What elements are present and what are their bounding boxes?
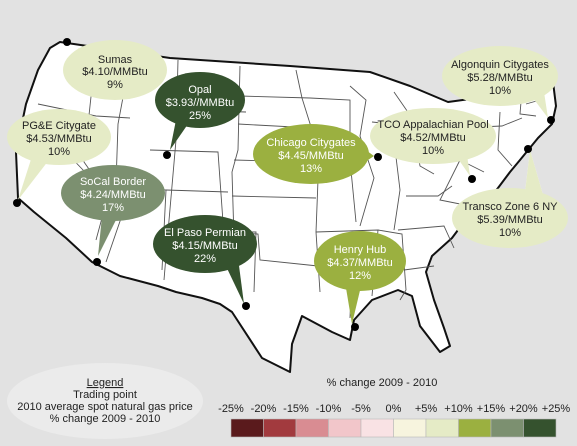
callout-henry: Henry Hub $4.37/MMBtu 12%: [314, 231, 406, 291]
callout-pge-name: PG&E Citygate: [22, 120, 96, 132]
callout-algonquin-price: $5.28/MMBtu: [467, 72, 532, 84]
callout-sumas-change: 9%: [107, 79, 123, 91]
callout-socal-change: 17%: [102, 202, 124, 214]
color-scale-swatch: [328, 418, 362, 438]
color-scale: % change 2009 - 2010 -25% -20% -15% -10% -5%…: [218, 377, 570, 438]
trading-point-dots: [13, 38, 555, 331]
callout-transco-name: Transco Zone 6 NY: [463, 201, 559, 213]
callout-transco-bubble: [452, 188, 568, 248]
legend-title: Legend: [87, 377, 124, 389]
callout-henry-bubble: [314, 231, 406, 291]
callout-sumas-bubble: [63, 40, 167, 100]
legend-line-2: 2010 average spot natural gas price: [17, 401, 193, 413]
color-scale-tick: +5%: [415, 403, 438, 415]
legend-bubble: [7, 363, 203, 439]
callout-elpaso-name: El Paso Permian: [164, 227, 246, 239]
color-scale-swatch: [230, 418, 264, 438]
connector-transco-fill: [524, 150, 544, 200]
color-scale-title: % change 2009 - 2010: [327, 377, 438, 389]
callout-opal-change: 25%: [189, 110, 211, 122]
dot-chicago: [374, 153, 382, 161]
color-scale-tick: -5%: [351, 403, 371, 415]
callout-chicago-bubble: [253, 124, 369, 184]
callout-socal: SoCal Border $4.24/MMBtu 17%: [61, 165, 165, 221]
callout-pge-price: $4.53/MMBtu: [26, 133, 91, 145]
connector-opal-fill: [170, 120, 188, 150]
callout-tco: TCO Appalachian Pool $4.52/MMBtu 10%: [370, 108, 496, 164]
callout-opal-name: Opal: [188, 84, 211, 96]
color-scale-tick: +15%: [477, 403, 506, 415]
callout-henry-price: $4.37/MMBtu: [327, 257, 392, 269]
callout-chicago-price: $4.45/MMBtu: [278, 150, 343, 162]
color-scale-swatches: [230, 418, 557, 438]
legend-line-1: Trading point: [73, 389, 137, 401]
dot-pge: [13, 199, 21, 207]
dot-tco: [468, 175, 476, 183]
callout-algonquin-bubble: [442, 46, 558, 106]
callout-henry-name: Henry Hub: [334, 244, 387, 256]
callout-socal-name: SoCal Border: [80, 176, 146, 188]
dot-elpaso: [242, 302, 250, 310]
dot-socal: [93, 258, 101, 266]
callout-elpaso: El Paso Permian $4.15/MMBtu 22%: [153, 215, 257, 273]
callout-algonquin: Algonquin Citygates $5.28/MMBtu 10%: [442, 46, 558, 106]
legend-line-3: % change 2009 - 2010: [50, 413, 161, 425]
callout-pge-change: 10%: [48, 146, 70, 158]
opal-connector-fill: [18, 48, 548, 324]
callout-henry-change: 12%: [349, 270, 371, 282]
dot-henry: [351, 323, 359, 331]
callout-elpaso-bubble: [153, 215, 257, 273]
callout-tco-price: $4.52/MMBtu: [400, 132, 465, 144]
dot-sumas: [63, 38, 71, 46]
callout-transco-price: $5.39/MMBtu: [477, 214, 542, 226]
color-scale-swatch: [425, 418, 459, 438]
color-scale-swatch: [490, 418, 524, 438]
callout-socal-bubble: [61, 165, 165, 221]
callout-elpaso-change: 22%: [194, 253, 216, 265]
color-scale-tick: 0%: [386, 403, 402, 415]
callout-socal-price: $4.24/MMBtu: [80, 189, 145, 201]
legend: Legend Trading point 2010 average spot n…: [7, 363, 203, 439]
callout-transco-change: 10%: [499, 227, 521, 239]
connector-socal-fill: [98, 216, 116, 256]
callout-pge-bubble: [7, 109, 111, 165]
callout-chicago-change: 13%: [300, 163, 322, 175]
color-scale-swatch: [458, 418, 492, 438]
callout-pge: PG&E Citygate $4.53/MMBtu 10%: [7, 109, 111, 165]
color-scale-tick: +10%: [444, 403, 473, 415]
callout-sumas-price: $4.10/MMBtu: [82, 66, 147, 78]
color-scale-tick: -15%: [283, 403, 309, 415]
color-scale-swatch: [295, 418, 329, 438]
callout-algonquin-change: 10%: [489, 85, 511, 97]
callout-opal-price: $3.93//MMBtu: [166, 97, 234, 109]
callout-tco-change: 10%: [422, 145, 444, 157]
color-scale-tick: -20%: [251, 403, 277, 415]
callout-chicago: Chicago Citygates $4.45/MMBtu 13%: [253, 124, 369, 184]
callout-tco-name: TCO Appalachian Pool: [377, 119, 488, 131]
callout-opal-bubble: [155, 72, 245, 128]
color-scale-ticks: -25% -20% -15% -10% -5% 0% +5% +10% +15% +20% +25%: [218, 403, 570, 415]
color-scale-tick: -10%: [316, 403, 342, 415]
callout-transco: Transco Zone 6 NY $5.39/MMBtu 10%: [452, 188, 568, 248]
callout-chicago-name: Chicago Citygates: [266, 137, 356, 149]
dot-algonquin: [547, 116, 555, 124]
dot-opal: [163, 151, 171, 159]
callout-algonquin-name: Algonquin Citygates: [451, 59, 549, 71]
dot-transco: [524, 145, 532, 153]
color-scale-swatch: [360, 418, 394, 438]
color-scale-swatch: [263, 418, 297, 438]
callout-sumas: Sumas $4.10/MMBtu 9%: [63, 40, 167, 100]
color-scale-swatch: [393, 418, 427, 438]
callout-tco-bubble: [370, 108, 496, 164]
color-scale-tick: +25%: [542, 403, 571, 415]
color-scale-tick: -25%: [218, 403, 244, 415]
callout-sumas-name: Sumas: [98, 54, 133, 66]
color-scale-swatch: [523, 418, 557, 438]
color-scale-tick: +20%: [509, 403, 538, 415]
callout-opal: Opal $3.93//MMBtu 25%: [155, 72, 245, 128]
callout-elpaso-price: $4.15/MMBtu: [172, 240, 237, 252]
